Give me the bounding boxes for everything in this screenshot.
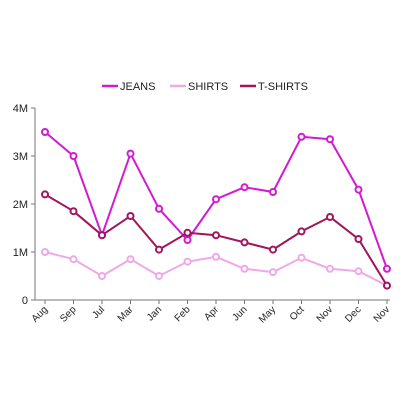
x-tick-label: Aug — [30, 304, 50, 324]
data-point[interactable] — [383, 264, 391, 273]
x-tick-label: Oct — [288, 304, 307, 323]
x-tick-label: Nov — [315, 304, 335, 324]
data-point[interactable] — [155, 204, 163, 213]
data-point[interactable] — [126, 212, 135, 220]
data-point[interactable] — [383, 281, 391, 290]
series-t-shirts — [41, 190, 391, 290]
data-point[interactable] — [212, 231, 220, 240]
legend-label: SHIRTS — [188, 81, 228, 93]
y-tick-label: 2M — [13, 199, 28, 211]
series-shirts — [41, 248, 391, 290]
x-tick-label: Sep — [58, 304, 79, 325]
data-point[interactable] — [98, 231, 106, 240]
data-point[interactable] — [326, 135, 334, 144]
data-point[interactable] — [240, 238, 249, 247]
legend-label: T-SHIRTS — [258, 81, 308, 93]
x-tick-label: Jul — [90, 304, 107, 321]
x-tick-label: May — [257, 304, 278, 325]
data-point[interactable] — [183, 257, 192, 266]
x-tick-label: Jun — [230, 304, 249, 323]
data-point[interactable] — [354, 267, 363, 276]
data-point[interactable] — [269, 268, 277, 277]
data-point[interactable] — [69, 152, 78, 160]
data-point[interactable] — [269, 188, 277, 196]
y-tick-label: 1M — [13, 247, 28, 259]
series-layer — [41, 128, 391, 290]
data-point[interactable] — [212, 252, 220, 261]
data-point[interactable] — [183, 236, 192, 244]
data-point[interactable] — [69, 255, 78, 264]
data-point[interactable] — [212, 195, 220, 204]
data-point[interactable] — [240, 183, 249, 192]
y-tick-label: 0 — [22, 295, 28, 307]
data-point[interactable] — [126, 255, 135, 264]
legend-item[interactable]: JEANS — [102, 81, 155, 93]
data-point[interactable] — [98, 272, 106, 280]
data-point[interactable] — [41, 248, 49, 256]
legend-item[interactable]: T-SHIRTS — [240, 81, 308, 93]
data-point[interactable] — [41, 128, 49, 136]
data-point[interactable] — [183, 228, 192, 237]
series-jeans — [41, 128, 391, 273]
data-point[interactable] — [41, 190, 49, 199]
y-tick-label: 3M — [13, 151, 28, 163]
legend-label: JEANS — [120, 81, 155, 93]
x-tick-label: Apr — [202, 304, 221, 323]
data-point[interactable] — [326, 264, 334, 273]
data-point[interactable] — [155, 272, 163, 280]
data-point[interactable] — [126, 149, 135, 158]
y-tick-label: 4M — [13, 103, 28, 115]
data-point[interactable] — [354, 235, 363, 244]
data-point[interactable] — [269, 245, 277, 254]
x-tick-label: Nov — [372, 304, 392, 324]
data-point[interactable] — [155, 245, 163, 254]
legend: JEANS SHIRTS T-SHIRTS — [102, 81, 308, 93]
data-point[interactable] — [240, 264, 249, 273]
x-tick-label: Jan — [145, 304, 164, 323]
data-point[interactable] — [297, 132, 306, 141]
data-point[interactable] — [69, 207, 78, 216]
x-tick-label: Dec — [343, 304, 363, 324]
data-point[interactable] — [326, 212, 334, 221]
data-point[interactable] — [297, 253, 306, 262]
data-point[interactable] — [354, 185, 363, 194]
legend-item[interactable]: SHIRTS — [170, 81, 228, 93]
axes: 0 1M 2M 3M 4M Aug Sep Jul Mar Jan Feb Apr Jun May Oct N… — [13, 103, 392, 325]
x-tick-label: Feb — [173, 304, 193, 324]
x-tick-label: Mar — [116, 304, 136, 324]
data-point[interactable] — [297, 227, 306, 236]
